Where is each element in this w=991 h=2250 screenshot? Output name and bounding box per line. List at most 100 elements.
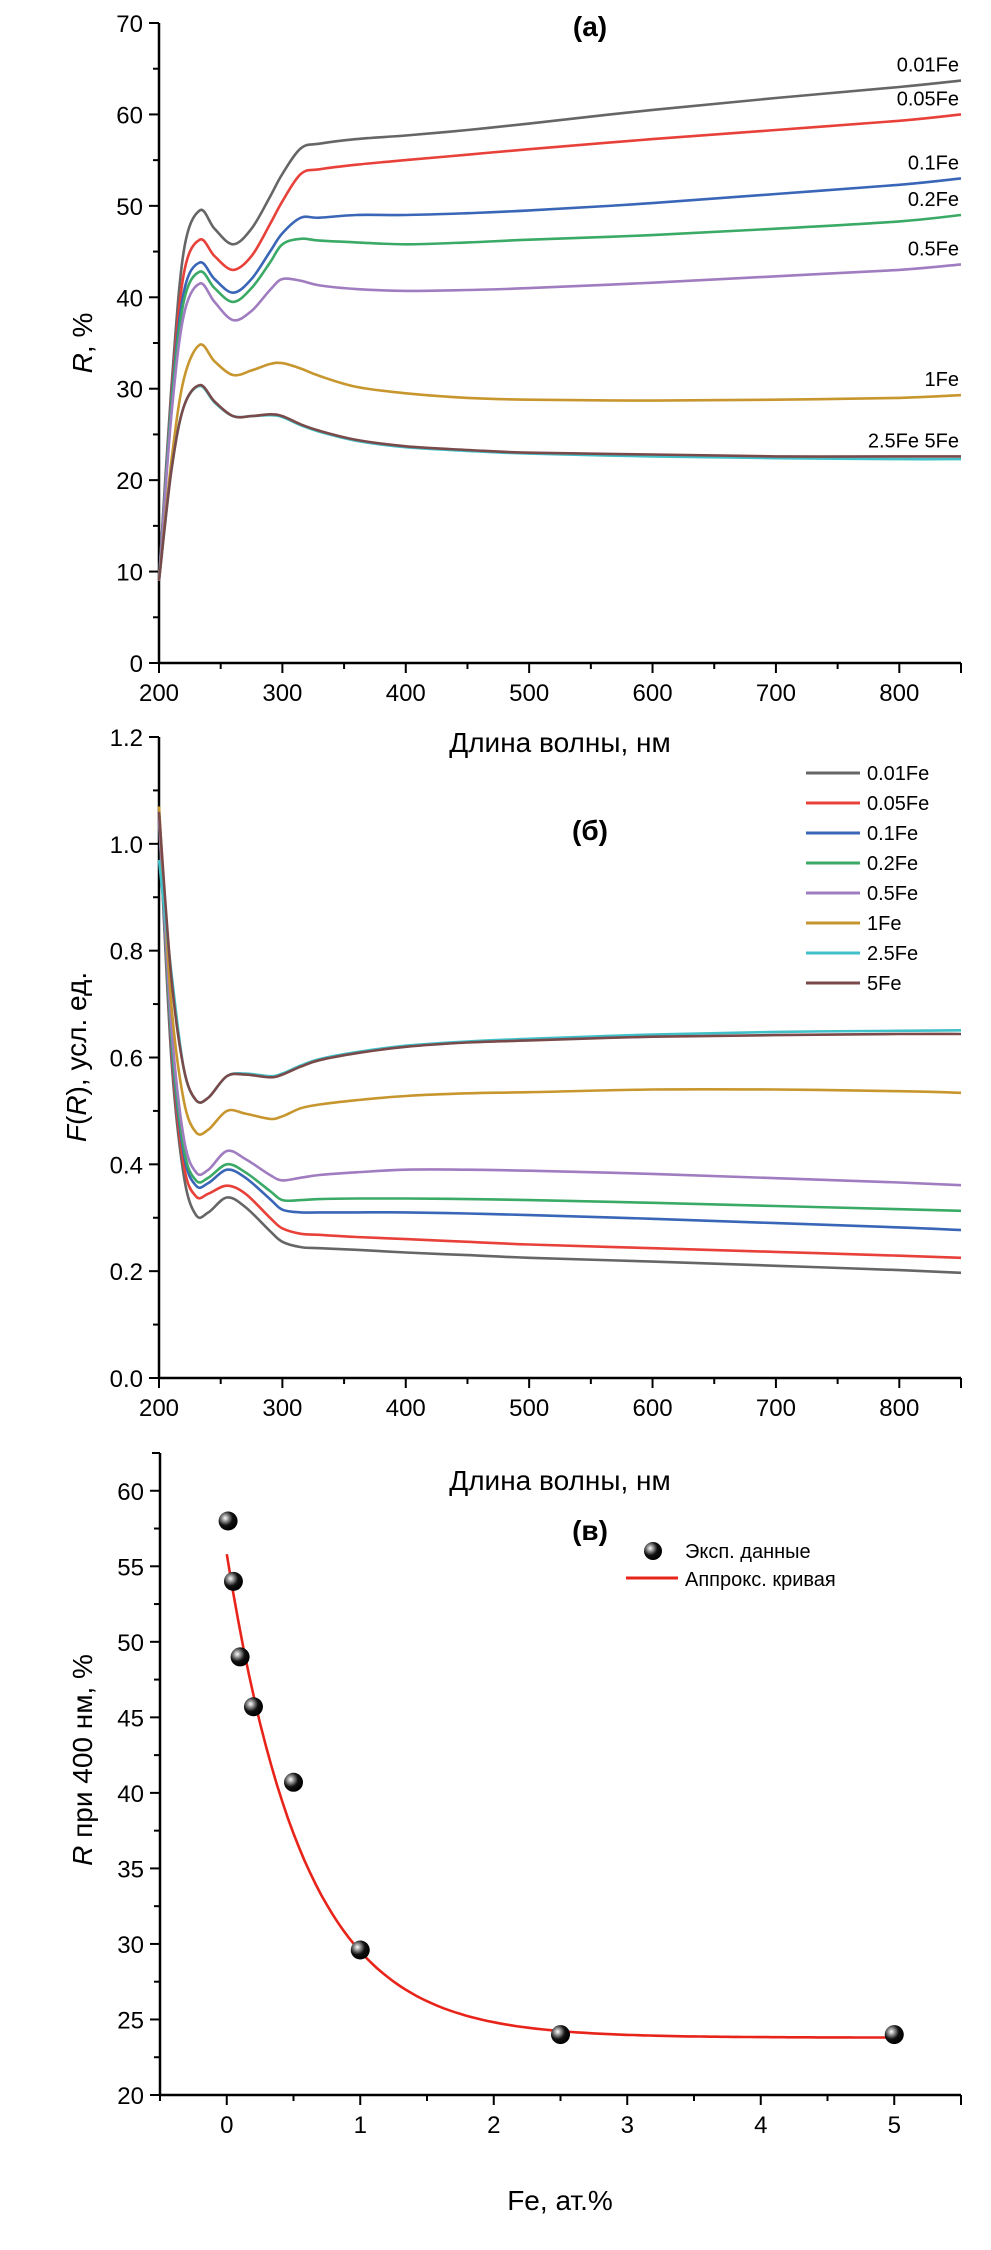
series-label-0.2Fe: 0.2Fe bbox=[908, 189, 959, 211]
series-line-0.05Fe bbox=[157, 817, 962, 1260]
panel-c-y-axis-title: R при 400 нм, % bbox=[67, 1654, 98, 1866]
series-label-0.01Fe: 0.01Fe bbox=[897, 55, 959, 77]
y-tick-label: 55 bbox=[117, 1554, 144, 1581]
panel-b-kubelka-munk-spectra: (б) 200 300 400 500 600 700 800 0.0 0.2 0.4 0.6 0.8… bbox=[61, 725, 962, 1496]
data-point bbox=[551, 2025, 570, 2045]
legend-item-experimental: Эксп. данные bbox=[644, 1541, 811, 1563]
series-label-0.05Fe: 0.05Fe bbox=[897, 88, 959, 110]
series-line-0.2Fe bbox=[157, 817, 962, 1213]
data-point bbox=[284, 1772, 303, 1792]
legend-label-2.5Fe: 2.5Fe bbox=[867, 943, 918, 965]
panel-a-reflectance-spectra: (a) 200 300 400 500 600 700 800 0 10 20 30 40 50 60 70… bbox=[67, 11, 962, 758]
data-point bbox=[243, 1697, 263, 1717]
panel-c-x-axis-title: Fe, ат.% bbox=[507, 2185, 613, 2216]
x-tick-label: 500 bbox=[509, 680, 549, 707]
panel-a-plot-area: 200 300 400 500 600 700 800 0 10 20 30 40 50 60 70 0.01… bbox=[116, 11, 962, 707]
data-point bbox=[884, 2025, 904, 2045]
x-tick-label: 5 bbox=[888, 2112, 901, 2139]
x-tick-label: 3 bbox=[621, 2112, 634, 2139]
panel-b-plot-area: 200 300 400 500 600 700 800 0.0 0.2 0.4 0.6 0.8 1.0 1… bbox=[110, 725, 962, 1422]
x-tick-label: 300 bbox=[262, 680, 302, 707]
y-tick-label: 0.6 bbox=[110, 1046, 143, 1073]
y-tick-label: 40 bbox=[116, 285, 143, 312]
y-tick-label: 35 bbox=[117, 1856, 144, 1883]
y-tick-label: 70 bbox=[116, 11, 143, 38]
series-line-0.1Fe bbox=[157, 817, 962, 1232]
series-line-0.2Fe bbox=[157, 213, 962, 581]
y-tick-label: 0 bbox=[130, 651, 143, 678]
y-tick-label: 20 bbox=[117, 2083, 144, 2110]
legend-label-0.01Fe: 0.01Fe bbox=[867, 763, 929, 785]
fit-curve bbox=[225, 1553, 895, 2039]
panel-b-legend: 0.01Fe 0.05Fe 0.1Fe 0.2Fe 0.5Fe 1Fe 2.5Fe 5Fe bbox=[806, 763, 929, 995]
panel-c-legend: Эксп. данные Аппрокс. кривая bbox=[626, 1541, 836, 1591]
x-tick-label: 400 bbox=[386, 680, 426, 707]
panel-b-x-axis-title: Длина волны, нм bbox=[449, 1465, 670, 1496]
panel-b-y-axis-title-r: R bbox=[61, 1095, 92, 1115]
y-tick-label: 60 bbox=[116, 102, 143, 129]
series-label-0.1Fe: 0.1Fe bbox=[908, 152, 959, 174]
y-tick-label: 1.0 bbox=[110, 832, 143, 859]
y-tick-label: 40 bbox=[117, 1781, 144, 1808]
y-tick-label: 1.2 bbox=[110, 725, 143, 752]
series-line-0.1Fe bbox=[157, 177, 962, 581]
x-tick-label: 2 bbox=[487, 2112, 500, 2139]
legend-label-0.1Fe: 0.1Fe bbox=[867, 823, 918, 845]
y-tick-label: 45 bbox=[117, 1705, 144, 1732]
y-tick-label: 0.2 bbox=[110, 1259, 143, 1286]
data-point bbox=[223, 1571, 243, 1591]
x-tick-label: 1 bbox=[354, 2112, 367, 2139]
x-tick-label: 600 bbox=[633, 680, 673, 707]
y-tick-label: 60 bbox=[117, 1479, 144, 1506]
x-tick-label: 400 bbox=[386, 1395, 426, 1422]
series-line-0.05Fe bbox=[157, 113, 962, 581]
legend-label-5Fe: 5Fe bbox=[867, 973, 901, 995]
panel-a-y-axis-title-unit: , % bbox=[67, 313, 98, 353]
data-point bbox=[218, 1511, 238, 1531]
legend-item-fit: Аппрокс. кривая bbox=[626, 1569, 836, 1591]
y-tick-label: 20 bbox=[116, 468, 143, 495]
series-line-1Fe bbox=[157, 806, 962, 1136]
panel-b-y-axis-title: F(R), усл. ед. bbox=[61, 972, 92, 1142]
series-line-0.01Fe bbox=[157, 79, 962, 581]
legend-label-fit: Аппрокс. кривая bbox=[685, 1569, 836, 1591]
y-tick-label: 50 bbox=[116, 194, 143, 221]
series-label-0.5Fe: 0.5Fe bbox=[908, 238, 959, 260]
panel-a-x-axis-title: Длина волны, нм bbox=[449, 727, 670, 758]
series-line-5Fe bbox=[157, 811, 962, 1104]
data-point bbox=[230, 1647, 250, 1667]
legend-label-0.05Fe: 0.05Fe bbox=[867, 793, 929, 815]
y-tick-label: 25 bbox=[117, 2007, 144, 2034]
series-label-5Fe: 2.5Fe 5Fe bbox=[868, 430, 959, 452]
y-tick-label: 30 bbox=[116, 377, 143, 404]
legend-label-experimental: Эксп. данные bbox=[685, 1541, 811, 1563]
series-line-5Fe bbox=[157, 383, 961, 581]
panel-c-y-axis-title-unit: при 400 нм, % bbox=[67, 1654, 98, 1846]
panel-c-y-axis-title-symbol: R bbox=[67, 1846, 98, 1866]
x-tick-label: 0 bbox=[220, 2112, 233, 2139]
x-tick-label: 500 bbox=[509, 1395, 549, 1422]
y-tick-label: 10 bbox=[116, 560, 143, 587]
x-tick-label: 800 bbox=[879, 680, 919, 707]
panel-a-y-axis-title-symbol: R bbox=[67, 353, 98, 373]
legend-label-0.5Fe: 0.5Fe bbox=[867, 883, 918, 905]
x-tick-label: 200 bbox=[139, 680, 179, 707]
series-line-1Fe bbox=[157, 343, 962, 581]
panel-b-y-axis-title-f: F bbox=[61, 1123, 92, 1142]
x-tick-label: 200 bbox=[139, 1395, 179, 1422]
legend-marker-sphere bbox=[644, 1542, 662, 1560]
series-label-1Fe: 1Fe bbox=[925, 369, 959, 391]
panel-b-y-axis-title-paren: ( bbox=[61, 1115, 92, 1125]
x-tick-label: 700 bbox=[756, 680, 796, 707]
y-tick-label: 50 bbox=[117, 1630, 144, 1657]
panel-c-label: (в) bbox=[572, 1515, 608, 1546]
legend-label-0.2Fe: 0.2Fe bbox=[867, 853, 918, 875]
x-tick-label: 800 bbox=[879, 1395, 919, 1422]
series-line-2.5Fe bbox=[157, 859, 962, 1104]
data-point bbox=[350, 1940, 370, 1960]
panel-a-label: (a) bbox=[573, 11, 607, 42]
y-tick-label: 0.0 bbox=[110, 1366, 143, 1393]
